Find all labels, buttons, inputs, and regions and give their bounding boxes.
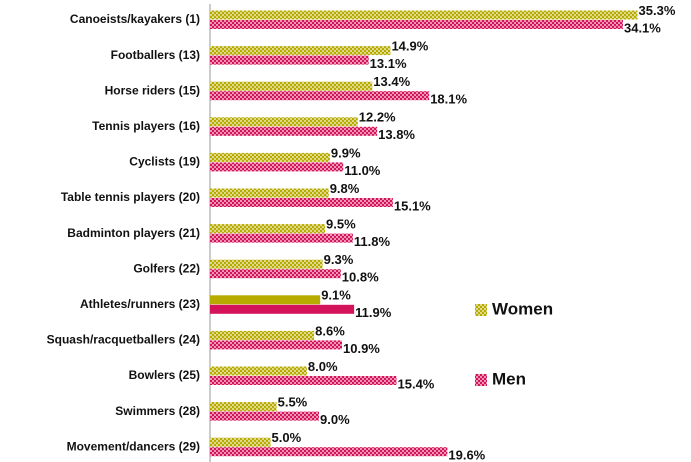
category-label: Bowlers (25) bbox=[129, 368, 200, 382]
legend-swatch bbox=[475, 374, 487, 386]
data-label: 8.0% bbox=[308, 359, 338, 374]
data-label: 18.1% bbox=[430, 92, 467, 107]
data-label: 15.1% bbox=[394, 198, 431, 213]
legend-swatch bbox=[475, 304, 487, 316]
data-label: 9.5% bbox=[326, 217, 356, 232]
bar bbox=[210, 117, 358, 127]
bar bbox=[210, 188, 329, 198]
data-label: 11.0% bbox=[344, 163, 381, 178]
bar bbox=[210, 126, 378, 136]
data-label: 9.9% bbox=[331, 145, 361, 160]
bar bbox=[210, 269, 341, 279]
bar bbox=[210, 224, 326, 234]
bar bbox=[210, 366, 307, 376]
bar bbox=[210, 233, 353, 243]
data-label: 9.1% bbox=[321, 288, 351, 303]
category-label: Golfers (22) bbox=[133, 261, 200, 275]
data-label: 10.8% bbox=[342, 270, 379, 285]
bar bbox=[210, 46, 391, 56]
data-label: 12.2% bbox=[359, 110, 396, 125]
bar bbox=[210, 55, 369, 65]
category-label: Horse riders (15) bbox=[105, 83, 200, 97]
bar bbox=[210, 295, 321, 305]
category-label: Table tennis players (20) bbox=[61, 190, 200, 204]
data-label: 13.8% bbox=[378, 127, 415, 142]
category-label: Canoeists/kayakers (1) bbox=[70, 12, 200, 26]
category-label: Cyclists (19) bbox=[129, 155, 200, 169]
category-label: Badminton players (21) bbox=[67, 226, 200, 240]
data-label: 13.1% bbox=[370, 56, 407, 71]
category-label: Tennis players (16) bbox=[92, 119, 200, 133]
data-label: 34.1% bbox=[624, 20, 661, 35]
category-label: Movement/dancers (29) bbox=[67, 439, 200, 453]
data-label: 5.0% bbox=[272, 430, 302, 445]
data-label: 15.4% bbox=[398, 376, 435, 391]
data-label: 14.9% bbox=[391, 39, 428, 54]
bar bbox=[210, 304, 355, 314]
data-label: 11.8% bbox=[354, 234, 391, 249]
category-label: Swimmers (28) bbox=[115, 404, 200, 418]
legend-label: Women bbox=[492, 299, 553, 318]
bar bbox=[210, 402, 277, 412]
bar bbox=[210, 91, 430, 101]
bar bbox=[210, 198, 393, 207]
category-label: Footballers (13) bbox=[111, 48, 200, 62]
bar bbox=[210, 162, 344, 172]
legend-label: Men bbox=[492, 369, 526, 388]
data-label: 19.6% bbox=[448, 448, 485, 462]
data-label: 5.5% bbox=[278, 395, 308, 410]
data-label: 13.4% bbox=[373, 74, 410, 89]
data-label: 10.9% bbox=[343, 341, 380, 356]
bar bbox=[210, 376, 397, 385]
bar bbox=[210, 437, 271, 447]
data-label: 9.3% bbox=[324, 252, 354, 267]
bar bbox=[210, 330, 315, 340]
data-label: 9.0% bbox=[320, 412, 350, 427]
bar bbox=[210, 20, 623, 29]
data-label: 8.6% bbox=[315, 323, 345, 338]
data-label: 11.9% bbox=[355, 305, 392, 320]
bar bbox=[210, 10, 638, 20]
category-label: Athletes/runners (23) bbox=[80, 297, 200, 311]
bar bbox=[210, 447, 448, 457]
data-label: 9.8% bbox=[330, 181, 360, 196]
bar bbox=[210, 340, 343, 350]
bar bbox=[210, 411, 319, 421]
data-label: 35.3% bbox=[639, 3, 676, 18]
bar bbox=[210, 259, 323, 269]
category-label: Squash/racquetballers (24) bbox=[47, 333, 200, 347]
bar bbox=[210, 152, 330, 162]
bar bbox=[210, 81, 373, 91]
